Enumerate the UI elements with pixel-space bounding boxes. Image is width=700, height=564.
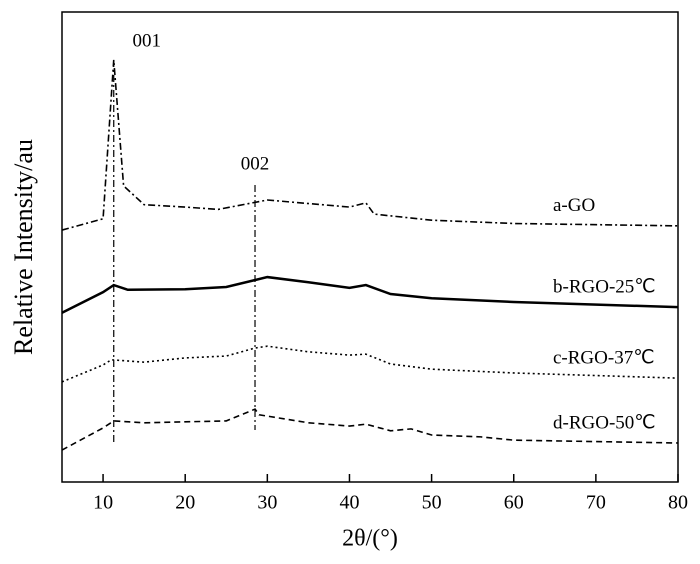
peak-label: 002 bbox=[241, 153, 270, 174]
plot-frame bbox=[61, 11, 679, 483]
series-line bbox=[61, 408, 679, 451]
x-tick-label: 40 bbox=[339, 492, 359, 514]
x-tick-label: 20 bbox=[175, 492, 195, 514]
series-line bbox=[61, 59, 679, 231]
series-label: a-GO bbox=[553, 195, 595, 216]
x-tick-label: 50 bbox=[422, 492, 442, 514]
x-tick-label: 10 bbox=[93, 492, 113, 514]
peak-label: 001 bbox=[132, 30, 161, 51]
x-tick-label: 80 bbox=[668, 492, 688, 514]
series-label: d-RGO-50℃ bbox=[553, 412, 656, 433]
series-label: c-RGO-37℃ bbox=[553, 347, 655, 368]
series-line bbox=[61, 275, 679, 314]
x-axis-label: 2θ/(°) bbox=[342, 526, 398, 552]
series-line bbox=[61, 345, 679, 383]
x-tick-label: 30 bbox=[257, 492, 277, 514]
x-tick-label: 70 bbox=[586, 492, 606, 514]
series-label: b-RGO-25℃ bbox=[553, 277, 656, 298]
y-axis-label: Relative Intensity/au bbox=[9, 139, 38, 355]
x-tick-label: 60 bbox=[504, 492, 524, 514]
